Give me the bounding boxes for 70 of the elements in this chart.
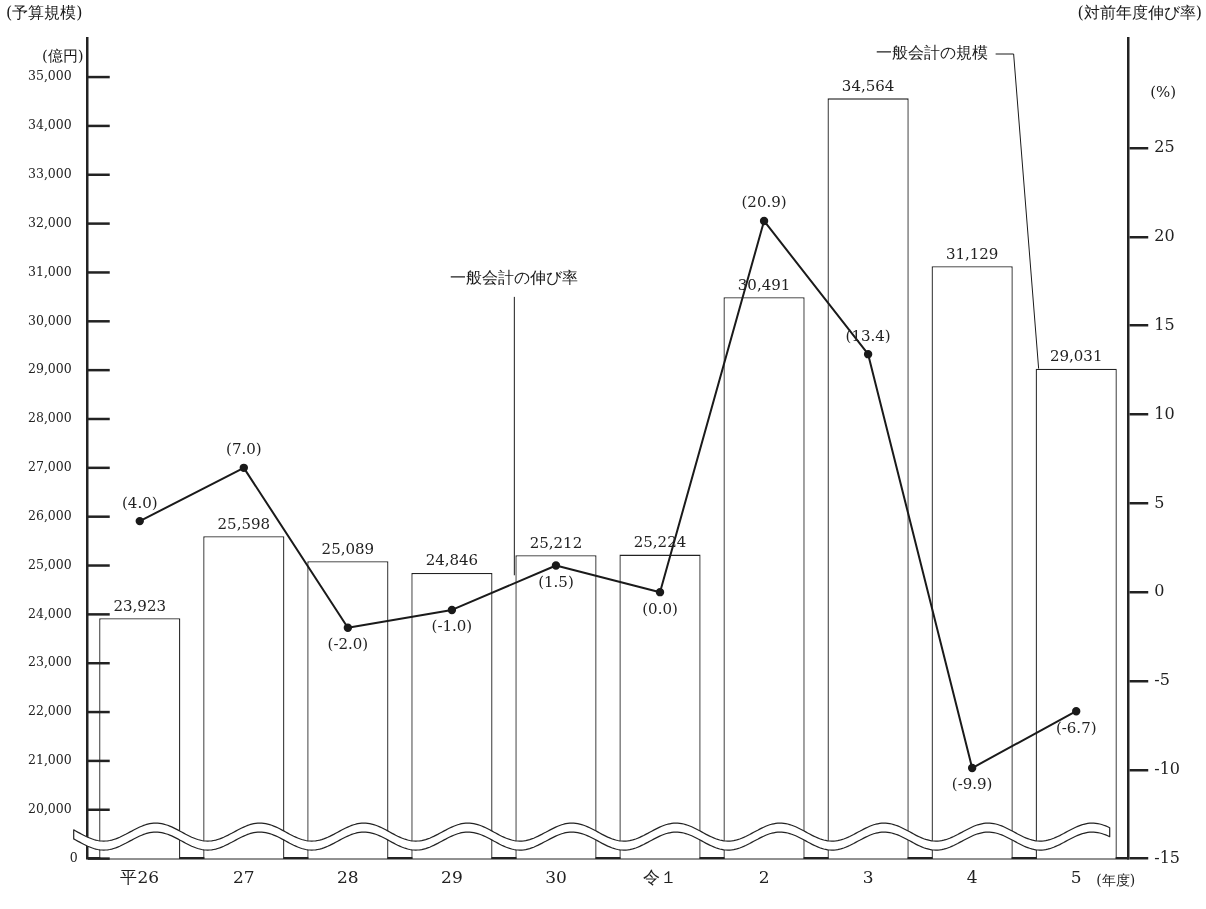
- y-axis-title: (予算規模): [6, 3, 83, 23]
- x-tick-label: 29: [441, 867, 463, 888]
- y2-tick-label: -5: [1154, 670, 1170, 690]
- x-tick-label: 2: [758, 867, 770, 888]
- y-tick-label: 35,000: [27, 68, 72, 84]
- x-tick-label: 5: [1070, 867, 1082, 888]
- point: [551, 561, 561, 570]
- data-label: (-9.9): [951, 775, 993, 794]
- x-tick-label: 30: [545, 867, 567, 888]
- y-tick-label: 34,000: [27, 117, 72, 133]
- y2-axis-title: (対前年度伸び率): [1077, 3, 1202, 23]
- data-label: 29,031: [1049, 347, 1103, 366]
- point: [447, 605, 457, 615]
- y-tick-label: 33,000: [27, 166, 72, 182]
- y-tick-label: 20,000: [27, 801, 72, 816]
- y-tick-label: 31,000: [27, 263, 72, 279]
- x-tick-label: 平26: [120, 867, 160, 888]
- x-axis-title: (年度): [1096, 872, 1136, 889]
- y-tick-label: 26,000: [27, 507, 72, 523]
- x-tick-label: 令１: [643, 867, 678, 888]
- y-tick-label: 27,000: [27, 459, 72, 475]
- point: [135, 516, 144, 526]
- data-label: 25,089: [321, 539, 375, 558]
- point: [239, 463, 249, 473]
- data-label: (20.9): [741, 193, 787, 212]
- y2-tick-label: 0: [1154, 581, 1165, 601]
- y-tick-label: 21,000: [27, 752, 72, 768]
- text: (億円): [42, 47, 84, 66]
- point: [655, 587, 665, 597]
- data-label: 25,212: [529, 533, 583, 552]
- x-tick-label: 3: [862, 867, 874, 888]
- y-tick-label: 23,000: [27, 654, 72, 670]
- point: [343, 623, 353, 632]
- data-label: (0.0): [642, 599, 678, 618]
- point: [759, 216, 769, 226]
- text: 一般会計の伸び率: [450, 268, 579, 288]
- y-tick-label: 28,000: [27, 410, 72, 426]
- y2-tick-label: -10: [1154, 758, 1180, 778]
- data-label: 34,564: [841, 76, 895, 95]
- y2-tick-label: 10: [1154, 403, 1175, 423]
- y-tick-label: 24,000: [27, 605, 72, 621]
- y-tick-label: 22,000: [27, 703, 72, 719]
- y-tick-label: 30,000: [27, 312, 72, 328]
- data-label: (7.0): [226, 440, 262, 459]
- x-tick-label: 4: [966, 867, 978, 888]
- data-label: (-6.7): [1055, 718, 1097, 737]
- point: [1072, 706, 1081, 716]
- y-tick-label: 32,000: [27, 214, 72, 230]
- data-label: (-1.0): [431, 617, 473, 636]
- data-label: (1.5): [538, 572, 574, 591]
- data-label: (4.0): [121, 493, 158, 512]
- x-tick-label: 28: [337, 867, 359, 888]
- data-label: 23,923: [113, 596, 167, 615]
- data-label: 25,598: [217, 514, 271, 533]
- y2-tick-label: 5: [1154, 492, 1165, 512]
- y2-tick-label: 15: [1154, 314, 1175, 334]
- data-label: 31,129: [945, 244, 999, 263]
- x-tick-label: 27: [232, 867, 255, 888]
- data-label: (-2.0): [327, 635, 369, 654]
- y-tick-label: 29,000: [27, 361, 72, 377]
- point: [863, 349, 873, 359]
- y2-tick-label: 25: [1154, 137, 1175, 157]
- y-tick-label: 25,000: [27, 556, 72, 572]
- data-label: 24,846: [425, 551, 479, 570]
- text: 0: [69, 849, 78, 865]
- y2-tick-label: 20: [1154, 226, 1175, 246]
- point: [967, 763, 977, 773]
- y2-tick-label: -15: [1154, 847, 1180, 867]
- text: 一般会計の規模: [875, 43, 988, 63]
- text: (%): [1150, 83, 1177, 102]
